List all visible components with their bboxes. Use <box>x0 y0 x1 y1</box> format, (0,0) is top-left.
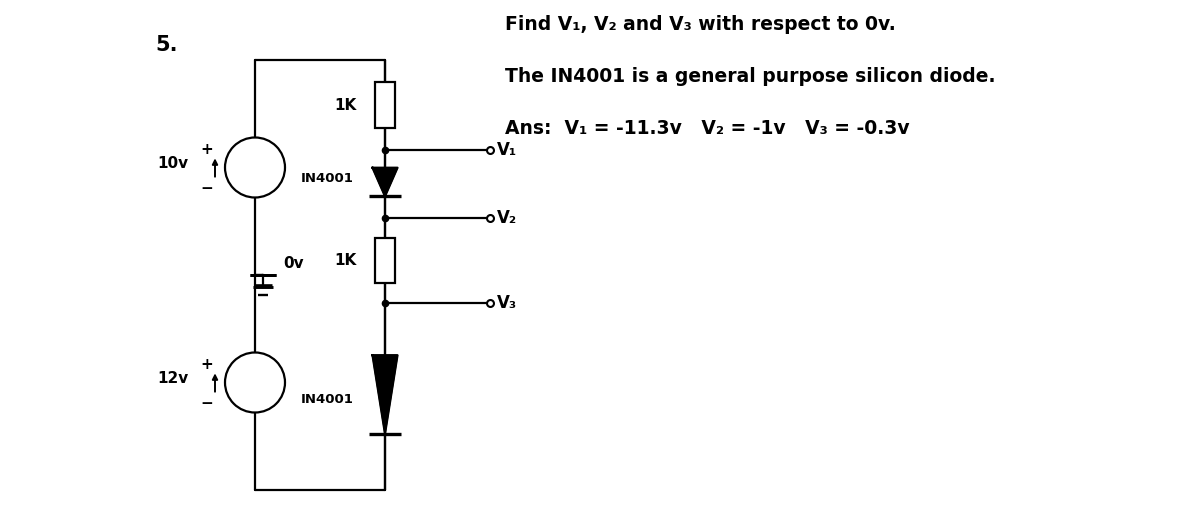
Text: 10v: 10v <box>157 156 188 171</box>
Text: Find V₁, V₂ and V₃ with respect to 0v.: Find V₁, V₂ and V₃ with respect to 0v. <box>505 15 895 34</box>
Polygon shape <box>372 355 397 434</box>
Text: +: + <box>200 357 214 372</box>
Bar <box>374 238 395 282</box>
Circle shape <box>226 138 286 197</box>
Text: V₂: V₂ <box>497 209 517 227</box>
Bar <box>374 81 395 129</box>
Text: IN4001: IN4001 <box>300 393 354 406</box>
Text: IN4001: IN4001 <box>300 172 354 184</box>
Polygon shape <box>372 167 397 196</box>
Text: +: + <box>200 142 214 157</box>
Text: V₃: V₃ <box>497 294 517 312</box>
Text: Ans:  V₁ = -11.3v   V₂ = -1v   V₃ = -0.3v: Ans: V₁ = -11.3v V₂ = -1v V₃ = -0.3v <box>505 119 910 138</box>
Text: V₁: V₁ <box>497 141 517 159</box>
Text: 1K: 1K <box>334 98 356 112</box>
Text: 0v: 0v <box>283 256 304 271</box>
Text: 5.: 5. <box>155 35 178 55</box>
Text: 12v: 12v <box>157 371 188 386</box>
Text: −: − <box>200 396 214 411</box>
Text: The IN4001 is a general purpose silicon diode.: The IN4001 is a general purpose silicon … <box>505 67 996 86</box>
Text: 1K: 1K <box>334 253 356 268</box>
Text: −: − <box>200 181 214 196</box>
Circle shape <box>226 352 286 413</box>
